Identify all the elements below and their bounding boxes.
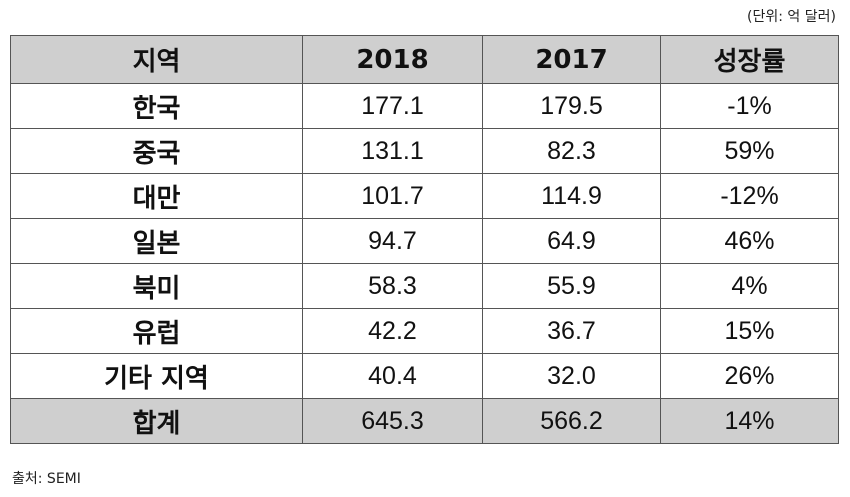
cell-growth: 59% xyxy=(660,128,839,174)
cell-2018: 94.7 xyxy=(302,218,483,264)
table-body: 한국 177.1 179.5 -1% 중국 131.1 82.3 59% 대만 101.7 114.… xyxy=(10,83,839,444)
cell-region: 중국 xyxy=(10,128,303,174)
cell-2017: 82.3 xyxy=(482,128,661,174)
cell-region: 대만 xyxy=(10,173,303,219)
table-row: 대만 101.7 114.9 -12% xyxy=(10,173,839,219)
cell-2018: 101.7 xyxy=(302,173,483,219)
table-row: 일본 94.7 64.9 46% xyxy=(10,218,839,264)
cell-2017: 36.7 xyxy=(482,308,661,354)
cell-2017: 32.0 xyxy=(482,353,661,399)
cell-growth: -1% xyxy=(660,83,839,129)
cell-2018: 58.3 xyxy=(302,263,483,309)
cell-2017: 55.9 xyxy=(482,263,661,309)
cell-2017: 179.5 xyxy=(482,83,661,129)
table-row: 북미 58.3 55.9 4% xyxy=(10,263,839,309)
data-table-container: 지역 2018 2017 성장률 한국 177.1 179.5 -1% 중국 131.1 8… xyxy=(10,35,839,444)
cell-growth: 26% xyxy=(660,353,839,399)
header-region: 지역 xyxy=(10,35,303,84)
source-note: 출처: SEMI xyxy=(12,471,81,487)
cell-growth: 15% xyxy=(660,308,839,354)
header-growth: 성장률 xyxy=(660,35,839,84)
table-row: 유럽 42.2 36.7 15% xyxy=(10,308,839,354)
table-row: 기타 지역 40.4 32.0 26% xyxy=(10,353,839,399)
cell-region: 한국 xyxy=(10,83,303,129)
cell-2018: 177.1 xyxy=(302,83,483,129)
cell-region: 일본 xyxy=(10,218,303,264)
total-cell-region: 합계 xyxy=(10,398,303,444)
cell-2017: 114.9 xyxy=(482,173,661,219)
total-row: 합계 645.3 566.2 14% xyxy=(10,398,839,444)
total-cell-growth: 14% xyxy=(660,398,839,444)
cell-region: 기타 지역 xyxy=(10,353,303,399)
unit-note: (단위: 억 달러) xyxy=(747,9,836,25)
cell-2018: 40.4 xyxy=(302,353,483,399)
header-2017: 2017 xyxy=(482,35,661,84)
cell-growth: 46% xyxy=(660,218,839,264)
region-revenue-table: 지역 2018 2017 성장률 한국 177.1 179.5 -1% 중국 131.1 8… xyxy=(10,35,839,444)
total-cell-2018: 645.3 xyxy=(302,398,483,444)
cell-2018: 131.1 xyxy=(302,128,483,174)
cell-2018: 42.2 xyxy=(302,308,483,354)
table-row: 중국 131.1 82.3 59% xyxy=(10,128,839,174)
total-cell-2017: 566.2 xyxy=(482,398,661,444)
table-header-row: 지역 2018 2017 성장률 xyxy=(10,35,839,84)
cell-region: 북미 xyxy=(10,263,303,309)
cell-growth: -12% xyxy=(660,173,839,219)
cell-2017: 64.9 xyxy=(482,218,661,264)
cell-growth: 4% xyxy=(660,263,839,309)
header-2018: 2018 xyxy=(302,35,483,84)
cell-region: 유럽 xyxy=(10,308,303,354)
table-row: 한국 177.1 179.5 -1% xyxy=(10,83,839,129)
